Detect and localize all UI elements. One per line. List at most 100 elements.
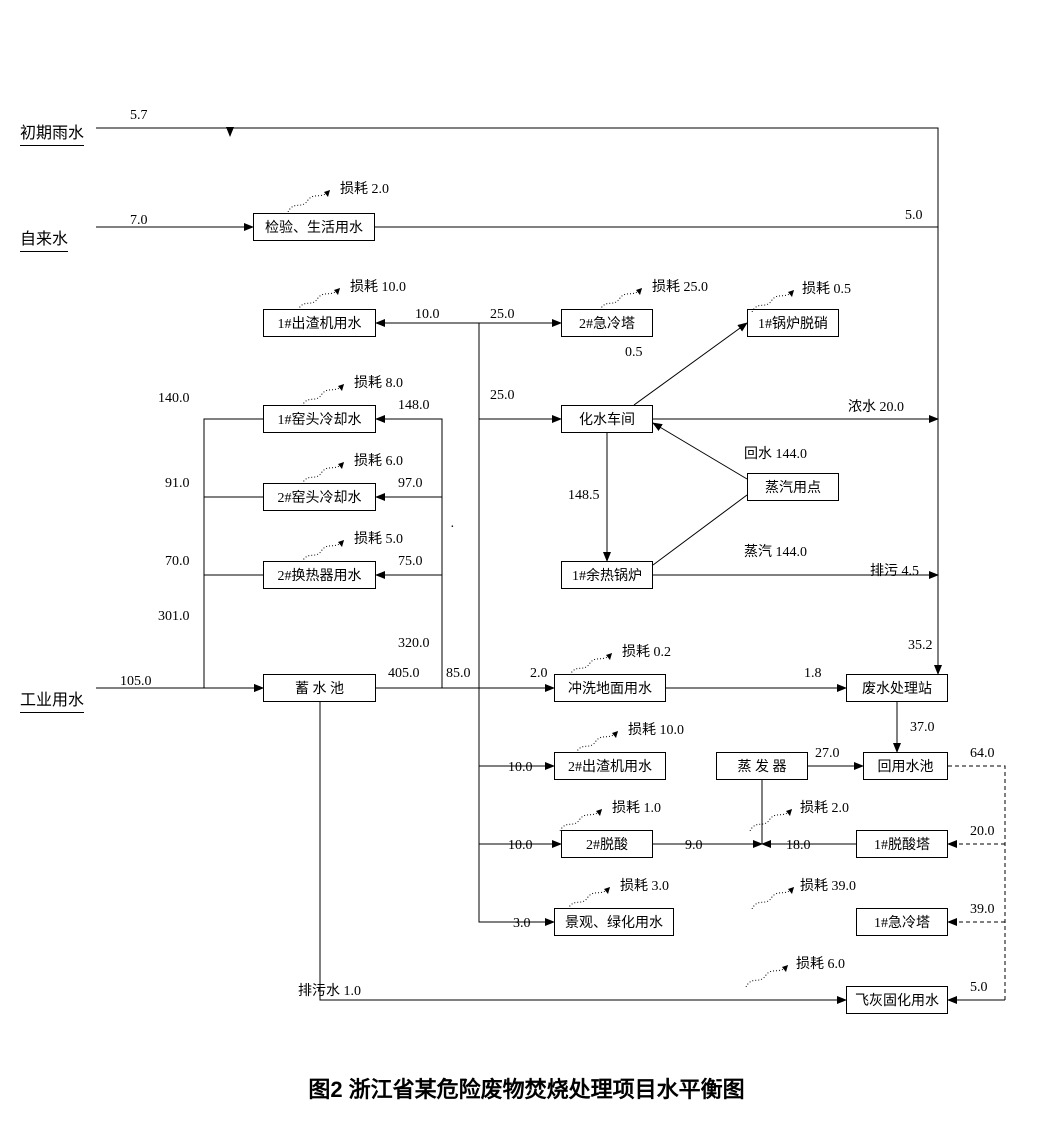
edge-10 <box>204 419 263 688</box>
edge-23 <box>653 423 747 479</box>
label-52: · <box>450 520 455 536</box>
n-reuse-label: 回用水池 <box>878 756 934 776</box>
label-24: 148.5 <box>568 488 600 504</box>
label-45: 损耗 0.2 <box>622 641 671 661</box>
label-33: 64.0 <box>970 746 995 762</box>
n-boiler1-label: 1#余热锅炉 <box>572 565 642 585</box>
n-deacid2-label: 2#脱酸 <box>586 834 628 854</box>
n-steam: 蒸汽用点 <box>747 473 839 501</box>
n-kiln1-label: 1#窑头冷却水 <box>278 409 362 429</box>
n-steam-label: 蒸汽用点 <box>765 477 821 497</box>
label-0: 5.7 <box>130 108 148 124</box>
n-chem-label: 化水车间 <box>579 409 635 429</box>
label-20: 1.8 <box>804 666 822 682</box>
n-hx2: 2#换热器用水 <box>263 561 376 589</box>
label-27: 10.0 <box>508 838 533 854</box>
n-inspect-label: 检验、生活用水 <box>265 217 363 237</box>
n-kiln1: 1#窑头冷却水 <box>263 405 376 433</box>
n-slag1-label: 1#出渣机用水 <box>278 313 362 333</box>
edge-35 <box>479 844 554 922</box>
n-denox1-label: 1#锅炉脱硝 <box>758 313 828 333</box>
label-34: 20.0 <box>970 824 995 840</box>
n-quench1: 1#急冷塔 <box>856 908 948 936</box>
label-43: 损耗 6.0 <box>354 450 403 470</box>
n-deacid1: 1#脱酸塔 <box>856 830 948 858</box>
n-deacid2: 2#脱酸 <box>561 830 653 858</box>
n-pool-label: 蓄 水 池 <box>295 678 344 698</box>
label-38: 损耗 2.0 <box>340 178 389 198</box>
figure-caption: 图2 浙江省某危险废物焚烧处理项目水平衡图 <box>0 1072 1053 1104</box>
label-35: 39.0 <box>970 902 995 918</box>
label-18: 85.0 <box>446 666 471 682</box>
label-7: 0.5 <box>625 345 643 361</box>
n-green: 景观、绿化用水 <box>554 908 674 936</box>
edge-36 <box>948 766 1005 1000</box>
label-50: 损耗 39.0 <box>800 875 856 895</box>
edge-34 <box>479 766 561 844</box>
label-37: 排污水 1.0 <box>298 980 361 1000</box>
label-8: 浓水 20.0 <box>848 396 904 416</box>
label-36: 5.0 <box>970 980 988 996</box>
label-12: 97.0 <box>398 476 423 492</box>
src-tap: 自来水 <box>20 225 68 252</box>
label-32: 37.0 <box>910 720 935 736</box>
edge-22 <box>653 495 747 565</box>
label-23: 蒸汽 144.0 <box>744 541 807 561</box>
n-hx2-label: 2#换热器用水 <box>278 565 362 585</box>
edge-33 <box>479 688 554 766</box>
label-41: 损耗 0.5 <box>802 278 851 298</box>
label-42: 损耗 8.0 <box>354 372 403 392</box>
label-6: 25.0 <box>490 388 515 404</box>
src-rain: 初期雨水 <box>20 119 84 146</box>
n-flyash: 飞灰固化用水 <box>846 986 948 1014</box>
label-49: 损耗 3.0 <box>620 875 669 895</box>
label-1: 7.0 <box>130 213 148 229</box>
n-quench2-label: 2#急冷塔 <box>579 313 635 333</box>
label-14: 75.0 <box>398 554 423 570</box>
label-25: 排污 4.5 <box>870 560 919 580</box>
label-15: 301.0 <box>158 609 190 625</box>
label-40: 损耗 25.0 <box>652 276 708 296</box>
n-pool: 蓄 水 池 <box>263 674 376 702</box>
n-deacid1-label: 1#脱酸塔 <box>874 834 930 854</box>
n-quench2: 2#急冷塔 <box>561 309 653 337</box>
label-51: 损耗 6.0 <box>796 953 845 973</box>
label-39: 损耗 10.0 <box>350 276 406 296</box>
label-47: 损耗 1.0 <box>612 797 661 817</box>
label-31: 27.0 <box>815 746 840 762</box>
label-10: 148.0 <box>398 398 430 414</box>
n-quench1-label: 1#急冷塔 <box>874 912 930 932</box>
label-17: 405.0 <box>388 666 420 682</box>
n-wash-label: 冲洗地面用水 <box>568 678 652 698</box>
label-2: 105.0 <box>120 674 152 690</box>
n-green-label: 景观、绿化用水 <box>565 912 663 932</box>
n-wwtp: 废水处理站 <box>846 674 948 702</box>
label-11: 91.0 <box>165 476 190 492</box>
edge-29 <box>653 780 762 844</box>
label-48: 损耗 2.0 <box>800 797 849 817</box>
edge-0 <box>96 128 938 674</box>
label-3: 5.0 <box>905 208 923 224</box>
label-9: 140.0 <box>158 391 190 407</box>
label-29: 9.0 <box>685 838 703 854</box>
src-ind: 工业用水 <box>20 686 84 713</box>
n-boiler1: 1#余热锅炉 <box>561 561 653 589</box>
label-44: 损耗 5.0 <box>354 528 403 548</box>
label-19: 2.0 <box>530 666 548 682</box>
n-wash: 冲洗地面用水 <box>554 674 666 702</box>
n-wwtp-label: 废水处理站 <box>862 678 932 698</box>
n-inspect: 检验、生活用水 <box>253 213 375 241</box>
n-slag1: 1#出渣机用水 <box>263 309 376 337</box>
n-chem: 化水车间 <box>561 405 653 433</box>
n-slag2: 2#出渣机用水 <box>554 752 666 780</box>
n-evap: 蒸 发 器 <box>716 752 808 780</box>
label-4: 10.0 <box>415 307 440 323</box>
n-kiln2-label: 2#窑头冷却水 <box>278 487 362 507</box>
label-5: 25.0 <box>490 307 515 323</box>
label-13: 70.0 <box>165 554 190 570</box>
n-denox1: 1#锅炉脱硝 <box>747 309 839 337</box>
label-26: 10.0 <box>508 760 533 776</box>
n-reuse: 回用水池 <box>863 752 948 780</box>
label-22: 回水 144.0 <box>744 443 807 463</box>
label-28: 3.0 <box>513 916 531 932</box>
